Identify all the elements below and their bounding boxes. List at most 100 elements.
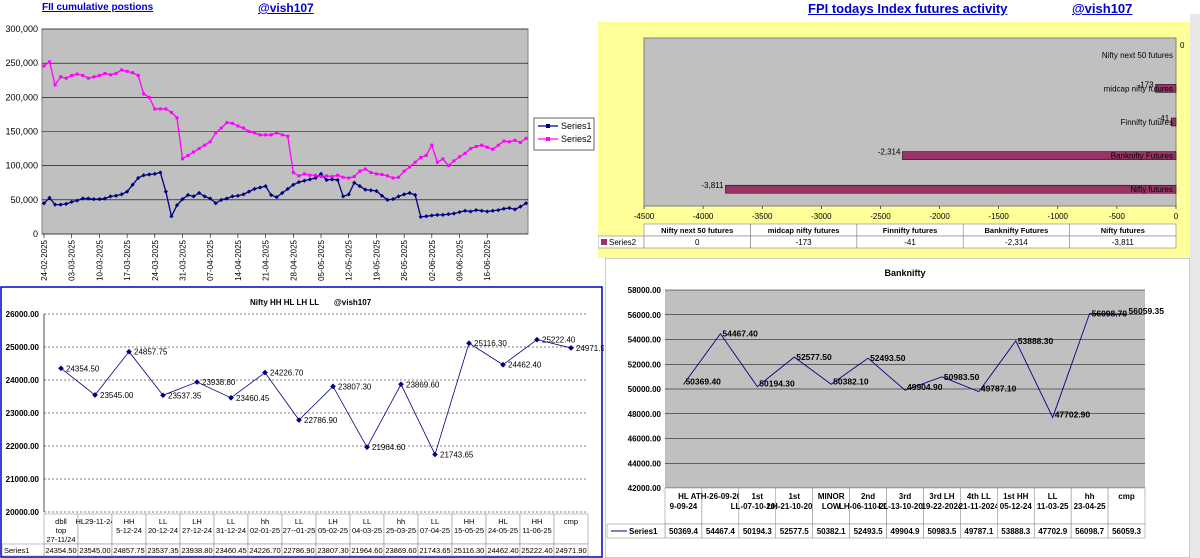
nifty-table-value: 23807.30 xyxy=(317,546,348,555)
fii-point xyxy=(285,186,290,192)
fii-point xyxy=(451,211,457,216)
fpi-table-series: Series2 xyxy=(609,238,637,247)
fii-point xyxy=(385,197,390,202)
nifty-table-value: 22786.90 xyxy=(283,546,314,555)
banknifty-data-label: 50382.10 xyxy=(833,376,869,386)
fii-point xyxy=(97,73,101,77)
nifty-data-label: 24971.90 xyxy=(576,344,604,353)
fii-point xyxy=(397,175,401,179)
fpi-table-value: -3,811 xyxy=(1112,238,1135,247)
fii-point xyxy=(181,157,185,161)
nifty-x-label: LH 05-02-25 xyxy=(318,517,348,535)
banknifty-x-label: 1st LH-21-10-2024 xyxy=(767,492,822,511)
fii-handle: @vish107 xyxy=(258,1,314,15)
nifty-x-label: HH 11-06-25 xyxy=(522,517,551,535)
banknifty-x-label: 3rd LH 19-22-2024 xyxy=(921,492,962,511)
banknifty-data-label: 50983.50 xyxy=(944,372,980,382)
fii-point xyxy=(141,173,146,178)
fpi-table-swatch xyxy=(601,239,607,245)
nifty-table-value: 23869.60 xyxy=(385,546,416,555)
fpi-category-label: Banknifty Futures xyxy=(1111,152,1173,161)
fii-point xyxy=(458,155,462,159)
fpi-x-tick: -4000 xyxy=(693,212,714,221)
fii-point xyxy=(69,199,74,205)
fii-point xyxy=(491,147,495,151)
fpi-category-label: Nifty futures xyxy=(1130,185,1173,194)
nifty-y-tick: 23000.00 xyxy=(6,409,40,418)
fii-point xyxy=(113,193,119,198)
fii-x-tick: 19-05-2025 xyxy=(372,239,381,280)
fii-point xyxy=(230,194,235,199)
scrollbar[interactable] xyxy=(1190,14,1200,558)
nifty-point xyxy=(364,444,370,450)
fii-x-tick: 31-03-2025 xyxy=(179,239,188,280)
fii-point xyxy=(335,177,340,183)
banknifty-table-value: 52577.5 xyxy=(780,527,809,536)
nifty-y-tick: 20000.00 xyxy=(6,508,40,517)
banknifty-table-head-cell xyxy=(664,487,703,525)
fii-point xyxy=(401,192,407,197)
fpi-zero-label: 0 xyxy=(1180,41,1185,50)
fii-point xyxy=(131,71,135,75)
fii-point xyxy=(347,176,351,180)
fii-point xyxy=(368,188,373,193)
banknifty-y-tick: 52000.00 xyxy=(628,360,662,369)
nifty-y-tick: 21000.00 xyxy=(6,475,40,484)
fpi-title: FPI todays Index futures activity xyxy=(808,1,1008,16)
fii-x-tick: 28-04-2025 xyxy=(289,239,298,280)
fii-point xyxy=(219,126,223,130)
fii-point xyxy=(108,73,112,77)
fii-point xyxy=(479,208,484,213)
fii-point xyxy=(318,171,324,176)
fii-point xyxy=(424,214,429,219)
banknifty-data-label: 47702.90 xyxy=(1055,409,1091,419)
nifty-subtitle: @vish107 xyxy=(334,298,372,307)
banknifty-table-value: 54467.4 xyxy=(706,527,735,536)
fpi-table-head: Banknifty Futures xyxy=(985,226,1049,235)
fii-point xyxy=(325,174,329,178)
fii-point xyxy=(391,176,395,180)
nifty-point xyxy=(432,451,438,458)
fii-point xyxy=(92,75,96,79)
banknifty-table-value: 56059.3 xyxy=(1112,527,1141,536)
fii-point xyxy=(230,121,234,125)
banknifty-y-tick: 50000.00 xyxy=(628,385,662,394)
fii-point xyxy=(47,195,52,200)
banknifty-table-value: 47702.9 xyxy=(1038,527,1067,536)
nifty-table-series: Series1 xyxy=(4,546,29,555)
fii-point xyxy=(424,153,428,157)
nifty-x-label: LL 27--01-25 xyxy=(283,517,316,535)
fii-point xyxy=(330,175,334,179)
fii-legend xyxy=(533,117,595,151)
fii-point xyxy=(463,151,467,155)
banknifty-y-tick: 46000.00 xyxy=(628,435,662,444)
nifty-data-label: 25116.30 xyxy=(474,339,507,348)
fii-point xyxy=(485,209,490,214)
fii-point xyxy=(224,196,229,201)
fii-point xyxy=(524,136,528,140)
fii-point xyxy=(152,171,157,176)
fpi-x-tick: 0 xyxy=(1174,212,1179,221)
fii-point xyxy=(507,140,511,144)
fii-point xyxy=(336,173,340,177)
fpi-table-value: -2,314 xyxy=(1005,238,1028,247)
banknifty-x-label: 1st LL-07-10-2024 xyxy=(731,492,785,511)
fii-y-tick: 200,000 xyxy=(5,92,38,102)
fpi-category-label: Nifty next 50 futures xyxy=(1102,51,1173,60)
fii-x-tick: 09-06-2025 xyxy=(456,239,465,280)
fpi-x-tick: -1500 xyxy=(988,212,1009,221)
fii-point xyxy=(219,197,224,202)
fii-point xyxy=(185,192,191,198)
nifty-table-value: 23545.00 xyxy=(79,546,110,555)
banknifty-table-value: 56098.7 xyxy=(1075,527,1104,536)
fpi-table-head: Nifty futures xyxy=(1101,226,1145,235)
fii-point xyxy=(64,76,68,80)
fii-point xyxy=(374,188,379,194)
nifty-x-label: cmp xyxy=(564,517,578,526)
fii-point xyxy=(446,164,450,168)
fii-point xyxy=(64,201,69,207)
fii-point xyxy=(235,193,241,198)
fii-point xyxy=(213,201,218,206)
fii-point xyxy=(125,69,129,73)
banknifty-x-label: MINOR LOW xyxy=(818,492,845,511)
